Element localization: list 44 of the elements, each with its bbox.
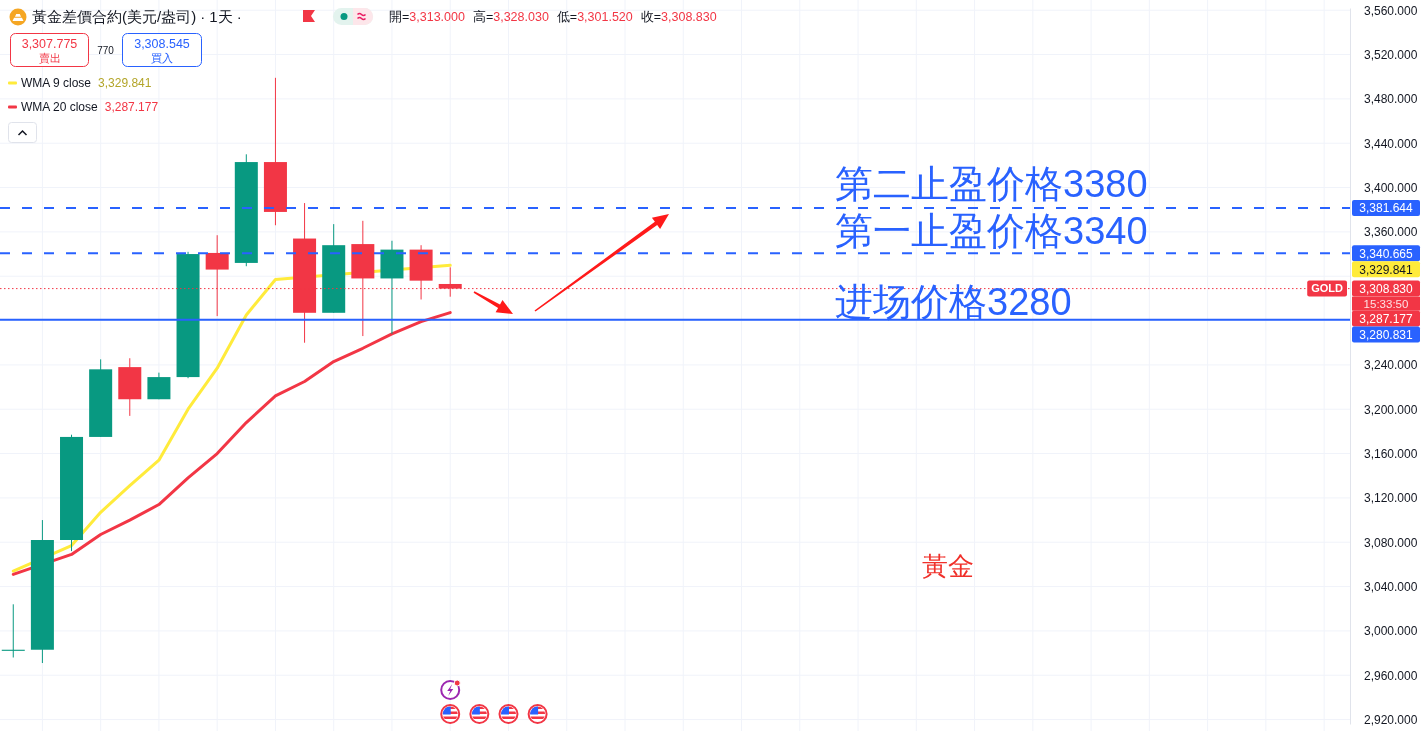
ref-line-label: 3,340.665 [1359, 246, 1414, 261]
y-tick-label: 2,960.000 [1364, 668, 1418, 683]
annotation: 第一止盈价格3340 [835, 210, 1148, 253]
ref-line-label: 3,381.644 [1359, 201, 1414, 216]
chart-subtitle: · 1天 · [200, 8, 242, 26]
text: 15:33:50 [1363, 297, 1409, 310]
y-tick-label: 3,480.000 [1364, 92, 1418, 107]
annotation: 3,307.775 [21, 37, 78, 52]
y-tick-label: 3,120.000 [1364, 491, 1418, 506]
annotation: 3,308.545 [134, 37, 190, 52]
ref-line-label: 3,308.830 [1359, 281, 1414, 296]
candlestick [147, 372, 171, 400]
y-tick-label: 3,400.000 [1364, 180, 1418, 195]
annotation: 開=3,313.000 [389, 10, 465, 25]
annotation: 进场价格3280 [835, 281, 1072, 324]
y-tick-label: 3,360.000 [1364, 225, 1418, 240]
chart-title: 黃金差價合約(美元/盎司) [32, 8, 197, 26]
annotation: 3,287.177 [104, 100, 159, 115]
y-tick-label: 3,440.000 [1364, 136, 1418, 151]
y-tick-label: 3,080.000 [1364, 535, 1418, 550]
y-tick-label: 3,560.000 [1364, 3, 1418, 18]
annotation: 賣出 [38, 52, 61, 65]
legend-label: WMA 9 close [21, 76, 92, 91]
annotation: 770 [97, 44, 115, 56]
y-tick-label: 3,200.000 [1364, 402, 1418, 417]
annotation: 第二止盈价格3380 [835, 163, 1148, 206]
y-tick-label: 3,000.000 [1364, 624, 1418, 639]
y-tick-label: 3,040.000 [1364, 579, 1418, 594]
text: 3,287.177 [1359, 311, 1414, 326]
line-series [11, 311, 452, 576]
y-tick-label: 3,160.000 [1364, 446, 1418, 461]
y-tick-label: 3,240.000 [1364, 358, 1418, 373]
annotation: GOLD [1311, 282, 1344, 295]
annotation: 低=3,301.520 [556, 10, 633, 25]
ref-line-label: 3,280.831 [1359, 327, 1414, 342]
text: 3,329.841 [1359, 262, 1414, 277]
y-tick-label: 2,920.000 [1364, 712, 1418, 727]
legend-label: WMA 20 close [21, 100, 99, 115]
annotation: 高=3,328.030 [472, 9, 549, 25]
annotation: 3,329.841 [98, 76, 152, 91]
y-tick-label: 3,520.000 [1364, 47, 1418, 62]
annotation: 收=3,308.830 [640, 10, 717, 25]
annotation: 買入 [151, 52, 173, 65]
annotation: 黃金 [922, 551, 974, 582]
